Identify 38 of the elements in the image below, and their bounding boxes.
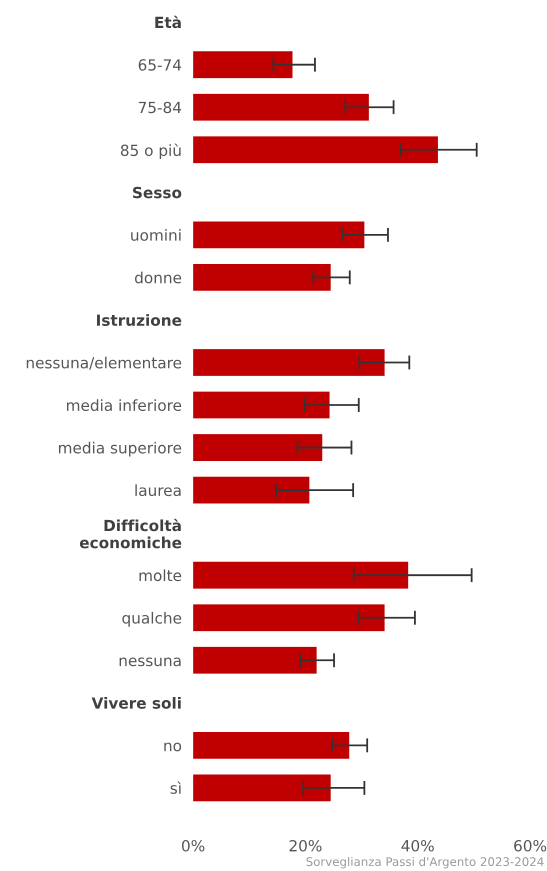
bar xyxy=(193,434,322,461)
bar xyxy=(193,732,350,759)
bar xyxy=(193,221,364,248)
y-tick-label: donne xyxy=(135,272,182,284)
y-tick-label: 75-84 xyxy=(138,102,182,114)
bar xyxy=(193,476,310,504)
x-tick-label: 0% xyxy=(182,840,204,852)
y-tick-label: laurea xyxy=(135,484,181,496)
y-tick-label: molte xyxy=(140,569,182,582)
y-tick-label: media inferiore xyxy=(67,399,182,412)
x-tick-label: 20% xyxy=(290,840,322,852)
bar xyxy=(193,774,331,802)
bar xyxy=(193,349,385,376)
bar xyxy=(193,264,331,291)
x-tick-label: 40% xyxy=(401,840,434,852)
bar xyxy=(193,392,330,418)
bar xyxy=(193,51,292,78)
y-tick-label: no xyxy=(164,742,182,752)
bar xyxy=(193,136,438,164)
bar xyxy=(193,94,369,121)
y-tick-label: 85 o più xyxy=(120,144,181,160)
y-tick-label: uomini xyxy=(131,229,181,241)
y-tick-label: nessuna/elementare xyxy=(26,356,182,370)
y-tick-label: Difficoltà economiche xyxy=(80,518,182,548)
y-tick-label: nessuna xyxy=(120,658,181,666)
x-tick-label: 60% xyxy=(514,840,546,852)
bar xyxy=(193,604,385,632)
y-tick-label: sì xyxy=(170,781,181,794)
y-tick-label: Vivere soli xyxy=(92,697,181,709)
y-tick-label: Sesso xyxy=(133,186,182,198)
text: Sorveglianza Passi d'Argento 2023-2024 xyxy=(306,856,544,868)
y-tick-label: 65-74 xyxy=(138,59,182,71)
y-tick-label: qualche xyxy=(122,612,182,627)
y-tick-label: media superiore xyxy=(58,442,182,457)
y-tick-label: Istruzione xyxy=(97,314,182,326)
bar xyxy=(193,646,317,674)
bar xyxy=(193,562,408,589)
y-tick-label: Età xyxy=(155,16,181,28)
